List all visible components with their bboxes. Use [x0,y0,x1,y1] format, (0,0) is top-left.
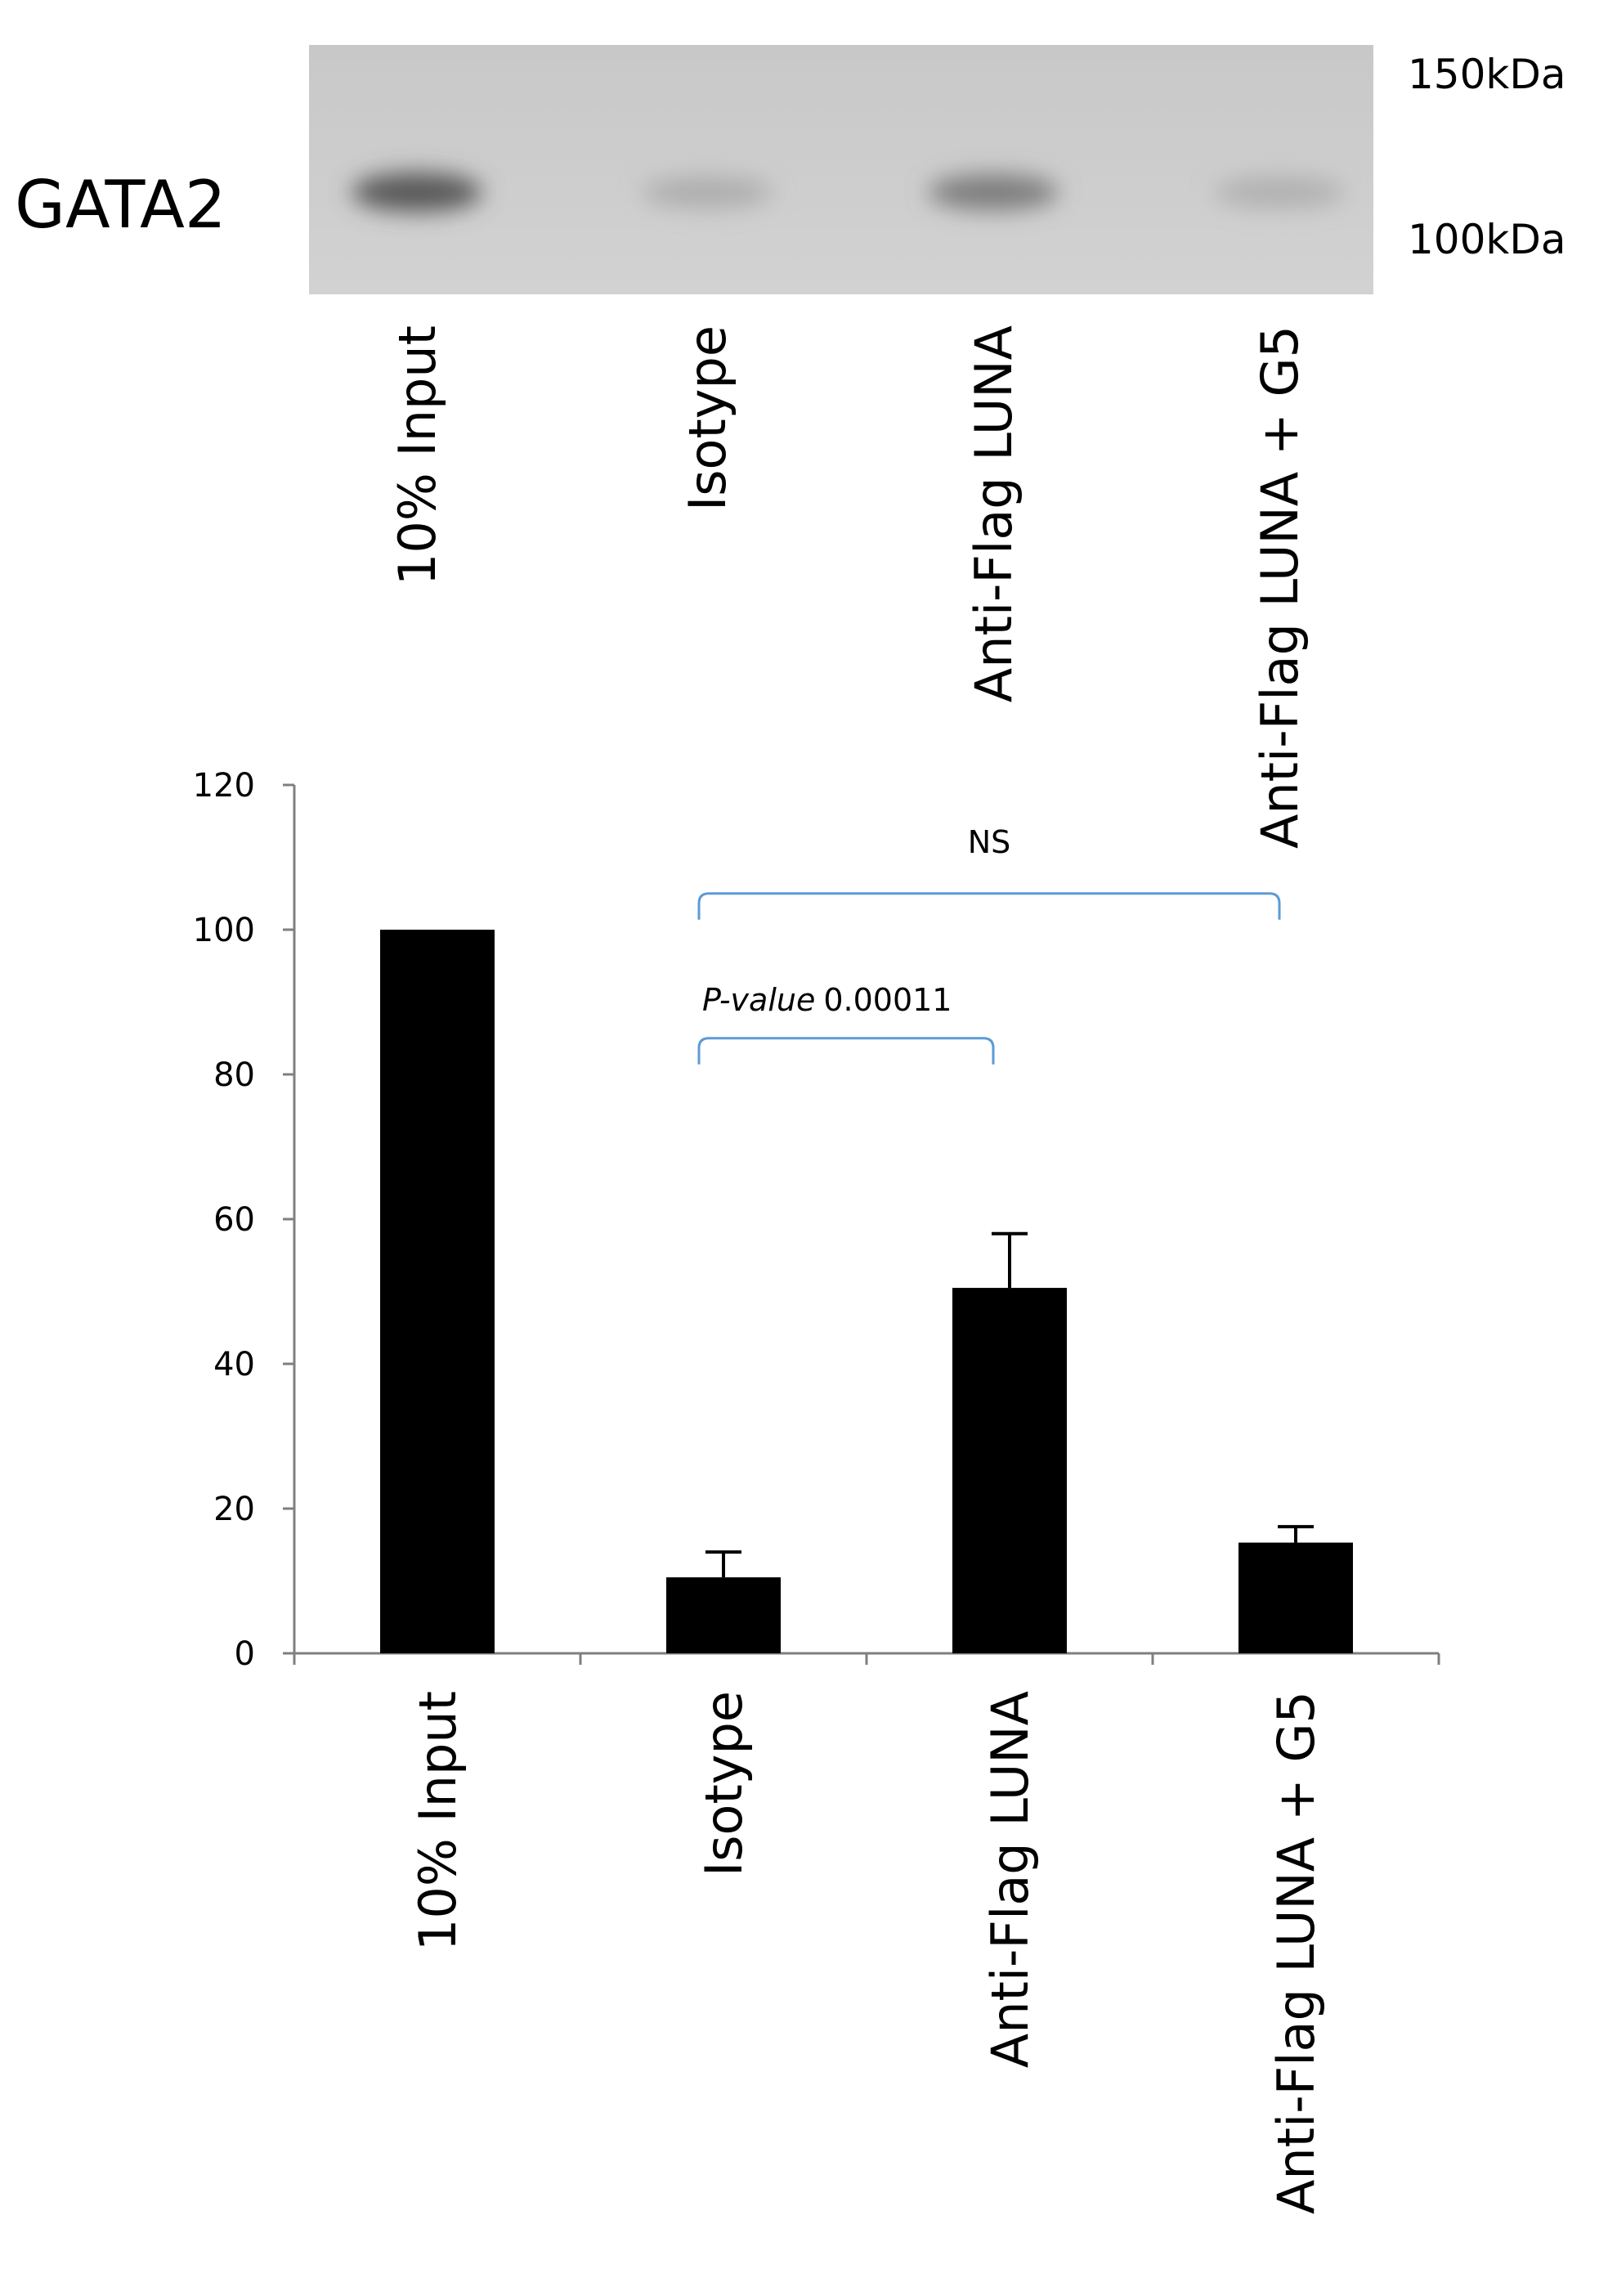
y-tick-label-60: 60 [213,1201,255,1239]
bracket-label-value-0: 0.00011 [823,982,952,1018]
y-axis: 0 20 40 60 80 100 120 [193,767,296,1673]
blot-lane-label-isotype: Isotype [678,325,737,511]
error-bar-isotype [705,1550,741,1578]
marker-150kda: 150kDa [1408,51,1566,98]
significance-brackets: P-value 0.00011 NS [697,824,1281,1065]
blot-band-10-input [352,173,482,212]
blot-lane-labels: 10% Input Isotype Anti-Flag LUNA Anti-Flag … [387,325,1310,849]
blot-lane-label-anti-flag-luna: Anti-Flag LUNA [964,325,1023,702]
bracket-label-0: P-value 0.00011 [702,982,952,1018]
bar-10-input [380,930,495,1653]
y-tick-label-0: 0 [235,1635,255,1673]
x-tick-label-anti-flag-luna-g5: Anti-Flag LUNA + G5 [1266,1691,1326,2214]
y-tick-label-20: 20 [213,1491,255,1528]
error-bars [705,1231,1314,1578]
y-tick-label-100: 100 [193,912,255,949]
bracket-1 [697,892,1281,920]
y-tick-label-40: 40 [213,1346,255,1383]
blot-bands [352,173,1345,212]
bracket-0 [697,1037,995,1065]
blot-band-isotype [642,176,773,209]
x-tick-label-isotype: Isotype [694,1691,754,1877]
bar-isotype [666,1577,781,1653]
bracket-label-1: NS [968,824,1011,860]
error-bar-anti-flag-luna [992,1231,1028,1289]
y-tick-label-120: 120 [193,767,255,805]
bar-anti-flag-luna [952,1288,1067,1653]
blot-band-anti-flag-luna-g5 [1214,176,1345,209]
bars [380,930,1353,1653]
x-tick-label-anti-flag-luna: Anti-Flag LUNA [980,1691,1040,2068]
marker-100kda: 100kDa [1408,216,1566,263]
x-tick-labels: 10% Input Isotype Anti-Flag LUNA Anti-Flag … [408,1691,1326,2214]
blot-lane-label-anti-flag-luna-g5: Anti-Flag LUNA + G5 [1250,325,1310,849]
error-bar-anti-flag-luna-g5 [1278,1525,1314,1543]
blot-band-anti-flag-luna [928,174,1059,210]
western-blot: GATA2 150kDa 100kDa 10% Input Isotype Anti… [15,45,1566,849]
x-axis [293,1652,1440,1665]
x-tick-label-10-input: 10% Input [408,1691,468,1951]
blot-lane-label-10-input: 10% Input [387,325,447,585]
bar-chart: 0 20 40 60 80 100 120 P-value 0.00011 NS 10% Inp… [193,767,1440,2214]
bar-anti-flag-luna-g5 [1238,1542,1353,1653]
blot-protein-label: GATA2 [15,167,226,243]
bracket-label-italic-0: P-value [702,982,815,1018]
y-tick-label-80: 80 [213,1056,255,1094]
blot-membrane [309,45,1373,294]
